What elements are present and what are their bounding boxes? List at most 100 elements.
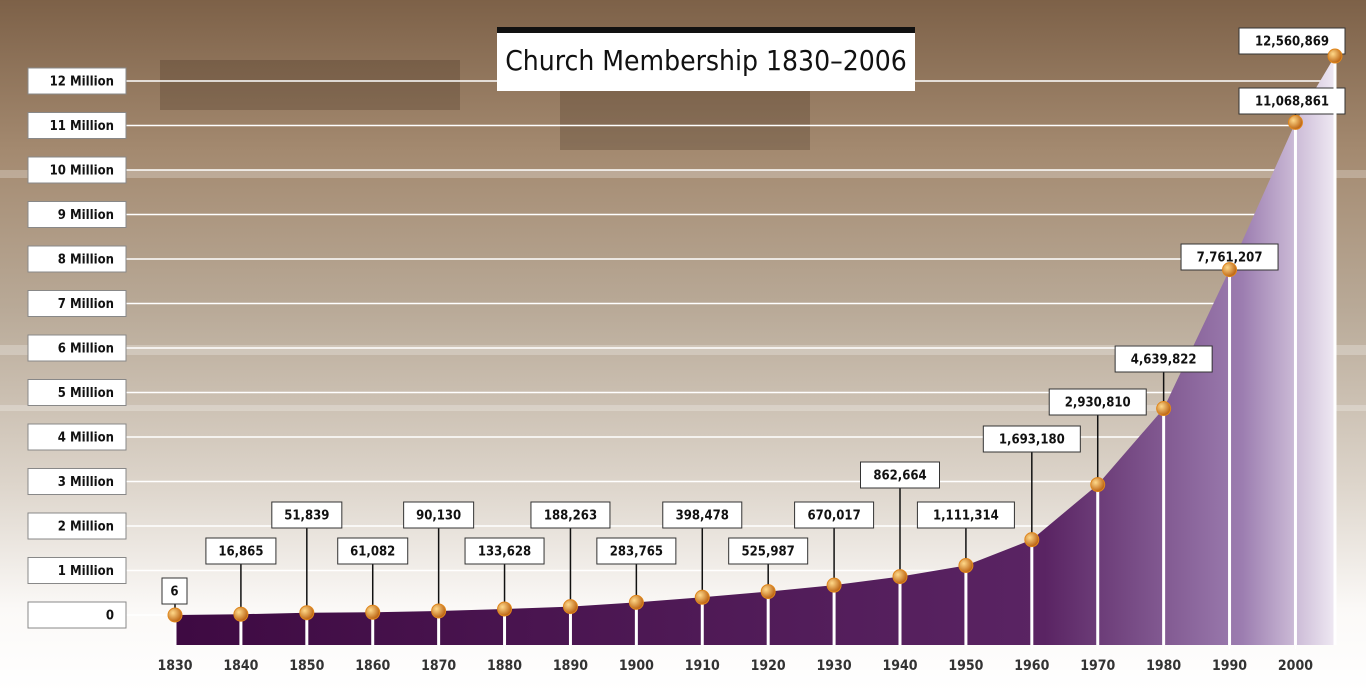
value-label: 4,639,822 [1131,353,1197,368]
title-box [497,27,915,91]
point [1024,532,1040,548]
value-label-box [464,537,545,565]
x-tick-label: 1950 [948,658,983,674]
y-tick-label: 9 Million [58,208,114,223]
point [431,603,447,619]
y-tick-box [27,379,127,406]
x-tick-label: 1880 [487,658,522,674]
value-label-box [205,537,277,565]
value-label-box [662,501,743,529]
value-label: 1,111,314 [933,509,999,524]
value-label: 398,478 [676,509,729,524]
y-tick-label: 12 Million [50,75,114,90]
value-label: 188,263 [544,509,597,524]
y-tick-label: 8 Million [58,253,114,268]
value-label-box [728,537,809,565]
x-tick-label: 1910 [685,658,720,674]
y-tick-box [27,468,127,495]
value-label-box [530,501,611,529]
point [365,604,381,620]
point [1222,262,1238,278]
chart-title: Church Membership 1830–2006 [505,44,907,77]
y-tick-label: 5 Million [58,386,114,401]
value-label-box [1238,87,1346,115]
value-label: 16,865 [218,545,263,560]
y-tick-box [27,201,127,228]
value-label-box [1114,345,1213,373]
point [628,594,644,610]
value-label-box [1048,388,1147,416]
value-label: 7,761,207 [1197,251,1263,266]
y-tick-label: 7 Million [58,297,114,312]
value-label: 2,930,810 [1065,396,1131,411]
value-label-box [403,501,475,529]
x-tick-label: 1870 [421,658,456,674]
y-tick-label: 0 [106,609,114,624]
y-tick-box [27,67,127,95]
value-label: 133,628 [478,545,531,560]
x-tick-label: 1890 [553,658,588,674]
title-bar [497,27,915,33]
y-tick-box [27,245,127,273]
value-label-box [860,461,940,489]
y-tick-box [27,601,127,629]
y-tick-label: 1 Million [58,564,114,579]
value-label-box [271,501,343,529]
point [760,584,776,600]
point [233,606,249,622]
point [892,569,908,585]
x-tick-label: 1860 [355,658,390,674]
point [1287,114,1303,130]
value-label-box [161,577,188,605]
x-tick-label: 1850 [289,658,324,674]
point [1156,401,1172,417]
value-label-box [794,501,875,529]
value-label: 283,765 [610,545,663,560]
value-label: 90,130 [416,509,461,524]
value-label: 12,560,869 [1255,35,1329,50]
value-label: 61,082 [350,545,395,560]
point [694,589,710,605]
value-label-box [1238,27,1346,55]
point [1090,477,1106,493]
decor [0,60,1366,411]
point [826,577,842,593]
point [299,605,315,621]
x-tick-label: 2000 [1278,658,1313,674]
value-label-box [337,537,409,565]
x-tick-label: 1930 [817,658,852,674]
y-tick-box [27,423,127,451]
x-tick-label: 1900 [619,658,654,674]
value-label: 670,017 [807,509,860,524]
value-label: 1,693,180 [999,433,1065,448]
value-label: 6 [170,585,178,600]
value-label: 51,839 [284,509,329,524]
area [175,56,1335,646]
y-tick-label: 4 Million [58,431,114,446]
value-label-box [982,425,1081,453]
point [497,601,513,617]
x-tick-label: 1920 [751,658,786,674]
y-tick-label: 6 Million [58,342,114,357]
y-tick-box [27,156,127,184]
x-tick-label: 1840 [223,658,258,674]
point [167,607,183,623]
x-tick-label: 1830 [157,658,192,674]
value-label: 862,664 [873,469,926,484]
point [958,558,974,574]
value-label: 525,987 [742,545,795,560]
y-tick-box [27,290,127,317]
y-tick-box [27,512,127,540]
value-label: 11,068,861 [1255,95,1329,110]
y-tick-label: 10 Million [50,164,114,179]
x-tick-label: 1960 [1014,658,1049,674]
x-tick-label: 1980 [1146,658,1181,674]
point [1327,48,1343,64]
y-tick-label: 2 Million [58,520,114,535]
y-tick-label: 3 Million [58,475,114,490]
y-tick-label: 11 Million [50,119,114,134]
y-tick-box [27,557,127,584]
x-tick-label: 1990 [1212,658,1247,674]
x-tick-label: 1940 [882,658,917,674]
